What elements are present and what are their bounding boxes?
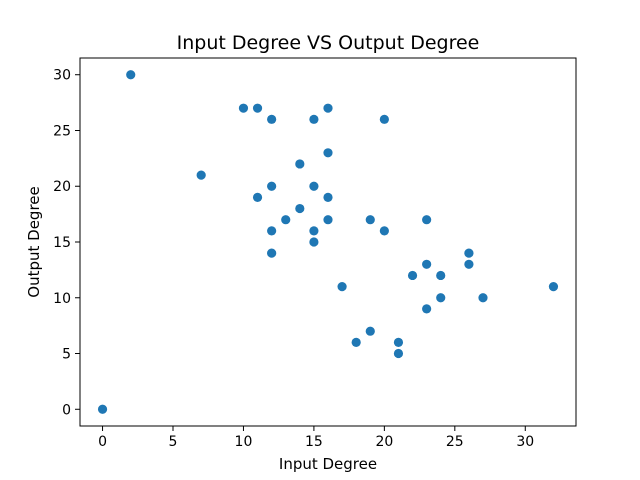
data-point [464, 248, 474, 258]
x-tick-label: 15 [305, 434, 323, 450]
data-point [436, 270, 446, 281]
x-tick-label: 10 [235, 434, 253, 450]
data-point [379, 226, 389, 236]
x-tick-label: 30 [516, 434, 534, 450]
data-point [309, 226, 319, 236]
data-point [365, 326, 375, 336]
x-tick-label: 20 [375, 434, 393, 450]
data-point [351, 337, 361, 347]
plot-frame [79, 57, 577, 427]
x-tick-label: 25 [446, 434, 464, 450]
data-point [464, 259, 474, 269]
data-point [309, 237, 319, 247]
data-point [436, 293, 446, 303]
y-tick-label: 20 [53, 179, 71, 195]
y-axis-label: Output Degree [25, 186, 43, 297]
data-point [422, 304, 432, 314]
data-point [323, 215, 333, 225]
x-tick-label: 5 [169, 434, 178, 450]
data-point [295, 159, 305, 169]
y-tick-label: 10 [53, 291, 71, 307]
data-point [267, 114, 277, 124]
data-point [252, 192, 263, 202]
data-point [267, 248, 277, 258]
data-point [281, 215, 291, 225]
data-point [365, 215, 375, 225]
data-point [323, 148, 333, 158]
x-axis-label: Input Degree [279, 455, 377, 473]
data-point [337, 282, 347, 292]
data-point [422, 215, 432, 225]
x-tick-label: 0 [98, 434, 107, 450]
ticks-layer: 0 5 10 15 20 25 30 0 5 10 15 20 25 30 [53, 68, 534, 450]
data-point [393, 337, 404, 347]
data-point [323, 103, 333, 113]
y-tick-label: 30 [53, 68, 71, 84]
data-point [309, 114, 319, 124]
data-point [97, 404, 108, 414]
data-point [478, 293, 488, 303]
points-layer [97, 70, 559, 414]
data-point [196, 170, 206, 180]
data-point [238, 103, 249, 113]
data-point [126, 70, 136, 80]
y-tick-label: 5 [62, 347, 71, 363]
data-point [379, 114, 389, 124]
data-point [267, 226, 277, 236]
y-tick-label: 0 [62, 402, 71, 418]
data-point [422, 259, 432, 269]
data-point [407, 270, 418, 281]
data-point [252, 103, 263, 113]
y-tick-label: 15 [53, 235, 71, 251]
data-point [548, 282, 559, 292]
data-point [267, 181, 277, 191]
y-tick-label: 25 [53, 123, 71, 139]
data-point [393, 348, 404, 359]
data-point [309, 181, 319, 191]
data-point [295, 203, 305, 214]
chart-title: Input Degree VS Output Degree [177, 32, 480, 54]
data-point [323, 192, 333, 202]
